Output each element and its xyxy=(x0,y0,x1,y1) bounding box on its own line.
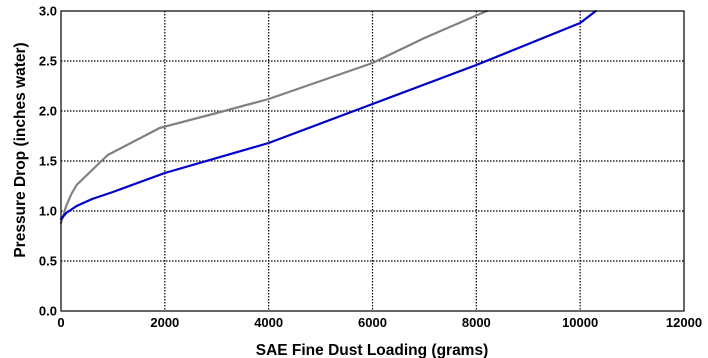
plot-frame xyxy=(60,10,685,312)
y-tick-label: 3.0 xyxy=(39,4,57,19)
y-tick-label: 1.0 xyxy=(39,204,57,219)
x-tick-labels: 0 2000 4000 6000 8000 10000 12000 xyxy=(57,315,702,330)
x-tick-label: 0 xyxy=(57,315,64,330)
y-tick-labels: 0.0 0.5 1.0 1.5 2.0 2.5 3.0 xyxy=(39,4,57,319)
x-tick-label: 12000 xyxy=(666,315,702,330)
x-tick-label: 4000 xyxy=(254,315,283,330)
x-tick-label: 2000 xyxy=(150,315,179,330)
series-line-1 xyxy=(59,9,488,225)
y-tick-label: 1.5 xyxy=(39,154,57,169)
series-line-2 xyxy=(59,9,597,221)
grid-lines xyxy=(61,11,684,311)
data-series xyxy=(59,9,597,225)
y-tick-label: 0.0 xyxy=(39,304,57,319)
x-axis-title: SAE Fine Dust Loading (grams) xyxy=(256,342,489,358)
x-tick-label: 10000 xyxy=(562,315,598,330)
x-tick-label: 6000 xyxy=(358,315,387,330)
y-tick-label: 2.5 xyxy=(39,54,57,69)
y-axis-title: Pressure Drop (inches water) xyxy=(12,42,29,257)
y-tick-label: 0.5 xyxy=(39,254,57,269)
x-tick-label: 8000 xyxy=(462,315,491,330)
y-tick-label: 2.0 xyxy=(39,104,57,119)
